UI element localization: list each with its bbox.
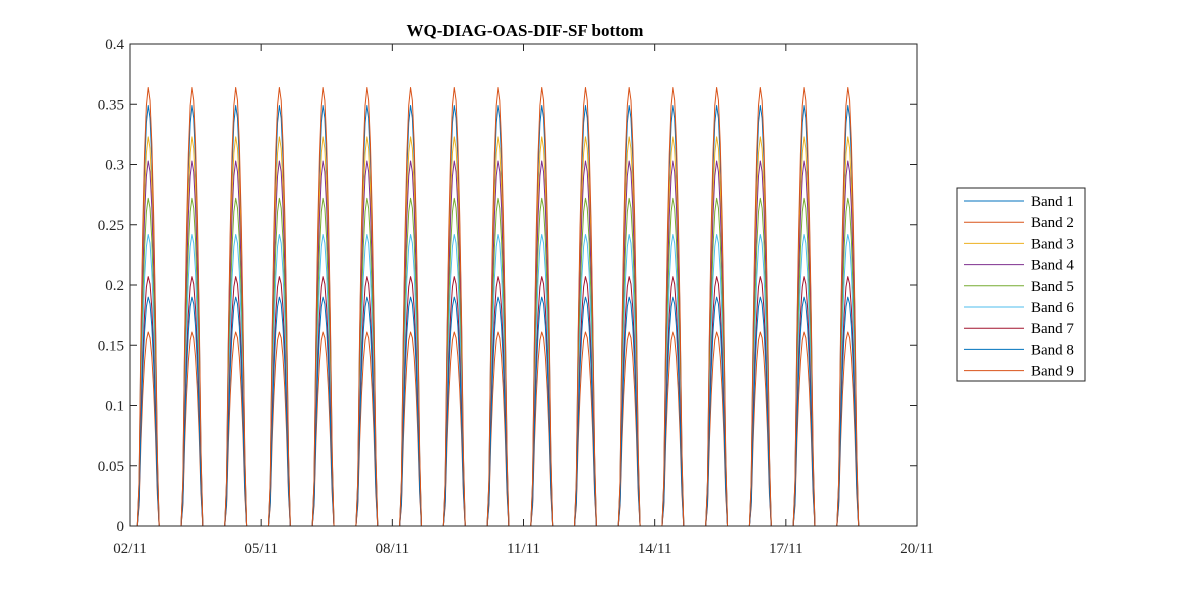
x-tick-label: 11/11 xyxy=(507,541,540,557)
legend-label-band-3: Band 3 xyxy=(1031,236,1074,252)
legend-label-band-8: Band 8 xyxy=(1031,342,1074,358)
x-tick-label: 14/11 xyxy=(638,541,672,557)
y-tick-label: 0.1 xyxy=(105,399,124,415)
x-tick-label: 02/11 xyxy=(113,541,147,557)
legend-label-band-9: Band 9 xyxy=(1031,364,1074,380)
x-tick-label: 20/11 xyxy=(900,541,934,557)
y-tick-label: 0.35 xyxy=(98,97,124,113)
legend-label-band-6: Band 6 xyxy=(1031,300,1074,316)
series-layer xyxy=(130,86,883,527)
y-tick-label: 0 xyxy=(117,519,125,535)
x-axis: 02/11 05/11 08/11 11/11 14/11 17/11 20/11 xyxy=(113,44,934,557)
legend-label-band-1: Band 1 xyxy=(1031,194,1074,210)
x-tick-label: 17/11 xyxy=(769,541,803,557)
y-tick-label: 0.05 xyxy=(98,459,124,475)
y-axis: 0 0.05 0.1 0.15 0.2 0.25 0.3 0.35 0.4 xyxy=(98,37,917,535)
chart-title: WQ-DIAG-OAS-DIF-SF bottom xyxy=(407,21,644,40)
legend-label-band-4: Band 4 xyxy=(1031,258,1074,274)
y-tick-label: 0.4 xyxy=(105,37,124,53)
legend-label-band-2: Band 2 xyxy=(1031,215,1074,231)
y-tick-label: 0.15 xyxy=(98,338,124,354)
y-tick-label: 0.2 xyxy=(105,278,124,294)
y-tick-label: 0.25 xyxy=(98,218,124,234)
x-tick-label: 08/11 xyxy=(376,541,410,557)
legend: Band 1 Band 2 Band 3 Band 4 Band 5 Band 6 Band… xyxy=(956,187,1086,382)
y-tick-label: 0.3 xyxy=(105,158,124,174)
x-tick-label: 05/11 xyxy=(244,541,278,557)
legend-box xyxy=(956,187,1086,382)
legend-label-band-5: Band 5 xyxy=(1031,279,1074,295)
legend-label-band-7: Band 7 xyxy=(1031,321,1074,337)
